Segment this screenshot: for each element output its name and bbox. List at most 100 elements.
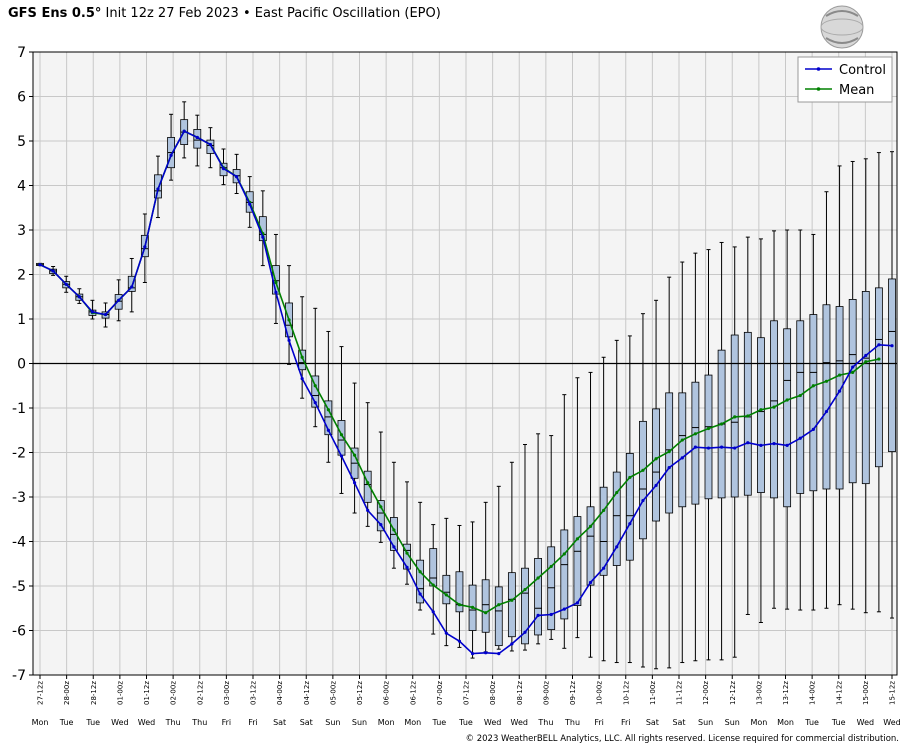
x-tick-label: 08-00z: [489, 681, 497, 705]
series-point-control: [654, 483, 658, 488]
x-day-label: Sat: [300, 718, 313, 727]
series-point-mean: [523, 587, 527, 592]
x-tick-label: 05-00z: [329, 681, 337, 705]
x-day-label: Mon: [378, 718, 395, 727]
x-tick-label: 10-00z: [596, 681, 604, 705]
series-point-control: [824, 409, 829, 414]
series-point-mean: [562, 552, 566, 556]
series-point-mean: [431, 583, 435, 587]
series-point-control: [195, 135, 199, 140]
box-iqr: [481, 579, 490, 633]
series-point-mean: [772, 405, 776, 409]
series-point-control: [523, 630, 527, 634]
series-point-control: [352, 481, 357, 485]
x-tick-label: 01-12z: [143, 681, 151, 705]
x-tick-label: 04-12z: [303, 681, 311, 705]
ensemble-box: [376, 431, 385, 543]
x-tick-label: 12-12z: [729, 681, 737, 705]
x-day-label: Tue: [432, 718, 447, 727]
series-point-control: [248, 202, 252, 206]
series-point-control: [759, 443, 763, 447]
legend-box: [797, 56, 893, 103]
series-point-mean: [811, 384, 815, 388]
series-point-mean: [654, 457, 658, 461]
series-point-control: [562, 607, 566, 611]
series-point-control: [235, 175, 239, 179]
series-point-mean: [457, 603, 462, 607]
series-point-control: [64, 282, 68, 286]
x-day-label: Fri: [621, 718, 631, 727]
series-point-mean: [366, 481, 370, 485]
series-point-control: [602, 566, 606, 570]
box-iqr: [796, 320, 805, 494]
y-tick-label: 4: [17, 179, 26, 195]
series-point-control: [628, 522, 632, 526]
series-point-control: [837, 389, 842, 393]
degree-symbol: °: [94, 6, 102, 21]
series-point-control: [261, 235, 265, 239]
series-point-control: [746, 441, 750, 445]
series-point-mean: [405, 551, 409, 555]
series-point-control: [274, 290, 278, 294]
box-iqr: [376, 500, 385, 532]
x-day-label: Wed: [857, 718, 874, 727]
series-point-mean: [628, 475, 632, 480]
ensemble-box: [560, 394, 569, 649]
x-tick-label: 27-12z: [37, 681, 45, 705]
series-point-control: [313, 401, 317, 405]
box-iqr: [625, 452, 634, 561]
box-iqr: [298, 349, 307, 371]
series-point-mean: [418, 570, 422, 574]
box-iqr: [704, 374, 713, 500]
box-iqr: [521, 567, 529, 645]
x-day-label: Mon: [32, 718, 49, 727]
series-point-control: [877, 343, 881, 347]
series-point-control: [851, 365, 855, 369]
box-iqr: [573, 516, 582, 606]
x-tick-label: 01-00z: [116, 681, 124, 705]
series-point-mean: [680, 438, 684, 442]
series-point-control: [470, 652, 475, 656]
series-point-mean: [733, 415, 737, 419]
series-point-mean: [444, 593, 448, 597]
legend-marker-mean: [816, 87, 821, 91]
series-point-mean: [575, 537, 580, 541]
series-point-mean: [549, 564, 553, 569]
box-iqr: [861, 291, 870, 485]
series-point-control: [667, 466, 671, 470]
box-iqr: [206, 139, 215, 154]
series-point-control: [51, 269, 55, 273]
x-tick-label: 13-00z: [755, 681, 763, 705]
box-iqr: [757, 337, 765, 493]
ensemble-box: [586, 371, 595, 658]
x-tick-label: 03-12z: [250, 681, 258, 705]
series-point-mean: [615, 490, 619, 495]
series-point-control: [720, 445, 724, 449]
box-iqr: [494, 586, 503, 647]
series-point-control: [811, 427, 815, 431]
series-point-mean: [339, 433, 344, 437]
box-iqr: [599, 486, 608, 576]
x-tick-label: 10-12z: [622, 681, 630, 705]
y-tick-label: -5: [12, 579, 26, 595]
x-day-label: Sat: [646, 718, 659, 727]
series-point-mean: [313, 384, 317, 388]
series-point-control: [366, 508, 370, 512]
ensemble-box: [455, 524, 464, 648]
series-point-control: [680, 456, 684, 460]
series-point-control: [117, 298, 121, 302]
x-day-label: Thu: [537, 718, 553, 727]
logo-globe-icon: [820, 5, 864, 49]
series-point-control: [497, 652, 501, 656]
series-point-control: [588, 580, 593, 585]
x-day-label: Mon: [404, 718, 421, 727]
box-iqr: [848, 299, 857, 484]
y-tick-label: 0: [17, 357, 26, 373]
ensemble-box: [298, 296, 307, 399]
box-iqr: [678, 392, 687, 508]
series-point-control: [392, 545, 396, 549]
title-rest: Init 12z 27 Feb 2023 • East Pacific Osci…: [101, 6, 441, 21]
box-iqr: [822, 304, 831, 490]
legend-marker-control: [816, 67, 821, 71]
